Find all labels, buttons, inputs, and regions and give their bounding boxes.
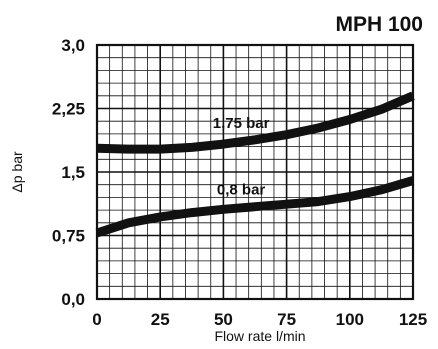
tick-labels: 0 25 50 75 100 125 0,0 0,75 1,5 2,25 3,0 [52, 36, 427, 329]
x-tick-label: 25 [151, 310, 170, 329]
y-tick-label: 2,25 [52, 100, 85, 119]
y-tick-label: 0,0 [61, 290, 85, 309]
x-tick-label: 50 [214, 310, 233, 329]
series-group: 1,75 bar 0,8 bar [95, 91, 415, 238]
series-label-0: 1,75 bar [213, 115, 270, 132]
x-tick-label: 75 [277, 310, 296, 329]
series-label-1: 0,8 bar [217, 182, 266, 199]
plot-frame [95, 43, 415, 301]
chart-title: MPH 100 [335, 13, 423, 36]
x-tick-label: 0 [92, 310, 101, 329]
series-line-0 [96, 91, 415, 154]
x-tick-label: 125 [399, 310, 427, 329]
plot-border [95, 43, 415, 301]
y-axis-label: Δp bar [9, 151, 25, 193]
series-line-1 [95, 176, 415, 238]
x-axis-label: Flow rate l/min [214, 328, 305, 344]
y-tick-label: 3,0 [61, 36, 85, 55]
grid [97, 45, 413, 299]
y-tick-label: 1,5 [61, 163, 85, 182]
y-tick-label: 0,75 [52, 227, 85, 246]
x-tick-label: 100 [336, 310, 364, 329]
